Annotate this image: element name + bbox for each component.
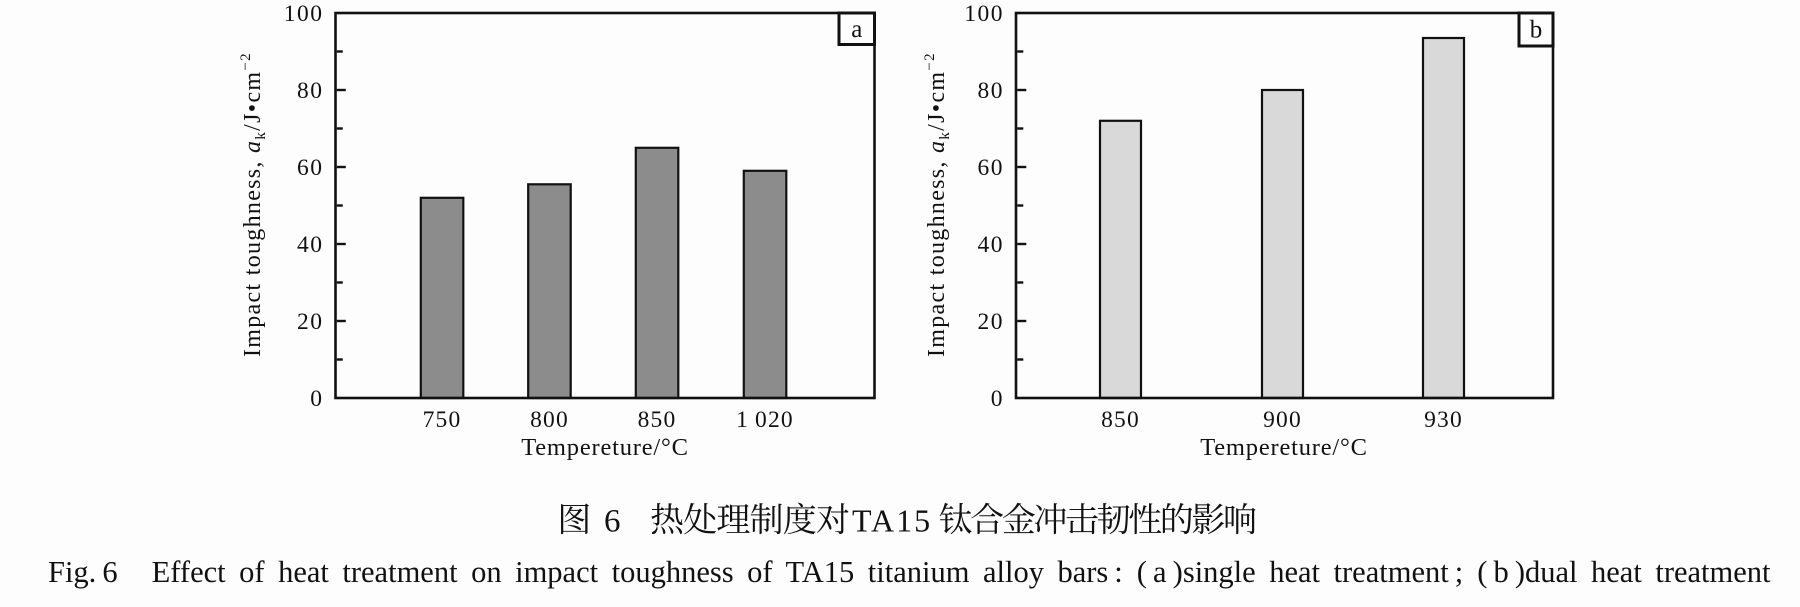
svg-text:750: 750 [423,407,462,433]
svg-text:60: 60 [978,155,1005,181]
svg-text:100: 100 [284,1,324,27]
svg-text:850: 850 [1101,407,1140,433]
svg-text:80: 80 [297,78,324,104]
svg-text:60: 60 [297,155,324,181]
svg-text:900: 900 [1263,407,1302,433]
svg-text:100: 100 [964,1,1004,27]
svg-text:80: 80 [978,78,1005,104]
svg-text:1 020: 1 020 [736,407,794,433]
svg-text:20: 20 [297,309,324,335]
svg-text:Impact toughness, ak/J•cm−2: Impact toughness, ak/J•cm−2 [238,52,269,357]
svg-text:20: 20 [978,309,1005,335]
svg-text:40: 40 [978,232,1005,258]
svg-text:850: 850 [638,407,677,433]
svg-text:930: 930 [1424,407,1463,433]
svg-text:6: 6 [604,504,621,540]
svg-text:Impact toughness, ak/J•cm−2: Impact toughness, ak/J•cm−2 [922,52,953,357]
svg-text:b: b [1530,17,1543,44]
svg-text:TA15: TA15 [852,503,932,539]
svg-text:Tempereture/°C: Tempereture/°C [1200,434,1368,461]
svg-text:0: 0 [310,386,323,412]
svg-text:40: 40 [297,232,324,258]
svg-text:0: 0 [991,386,1004,412]
svg-text:800: 800 [530,407,569,433]
svg-text:Tempereture/°C: Tempereture/°C [521,434,689,461]
svg-text:a: a [851,16,862,43]
